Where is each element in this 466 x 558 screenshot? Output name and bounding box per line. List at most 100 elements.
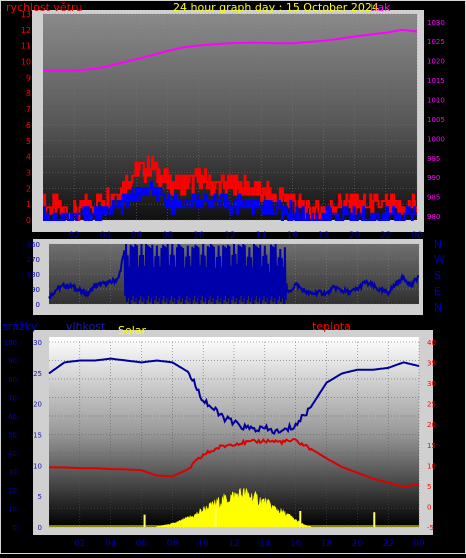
wind-y-tick-label: 0 (26, 216, 31, 225)
humidity-x-tick-label: 04 (105, 539, 117, 549)
humidity-x-tick-label: 14 (259, 539, 271, 549)
temperature-y-tick-label: 15 (427, 442, 436, 450)
temperature-axis-title: teplota (312, 320, 351, 333)
humidity-y-tick-label: 0 (38, 524, 42, 532)
humidity-x-tick-label: 12 (228, 539, 239, 549)
wind-y-tick-label: 10 (21, 58, 31, 67)
wind-x-tick-label: 18 (318, 231, 330, 241)
humidity-y-tick-label: 20 (33, 401, 42, 409)
direction-chart-marks (48, 243, 420, 305)
pressure-y-tick-label: 1010 (427, 97, 445, 105)
direction-y-tick-label: 90 (31, 286, 40, 294)
wind-x-tick-label: 12 (224, 231, 235, 241)
humidity-y-tick-label: 30 (33, 339, 42, 347)
wind-tick-labels: 0123456789101112139809859909951000100510… (21, 10, 445, 241)
wind-x-tick-label: 00 (411, 231, 423, 241)
wind-x-tick-label: 22 (380, 231, 391, 241)
humidity-series-line (48, 357, 420, 436)
direction-series-line (48, 243, 420, 305)
humidity-chart-marks (48, 357, 420, 528)
temperature-y-tick-label: 35 (427, 360, 436, 368)
chart-title: 24 hour graph day : 15 October 2024 (173, 1, 379, 14)
wind-y-tick-label: 1 (26, 200, 31, 209)
solar-series-area (156, 487, 312, 528)
wind-x-tick-label: 02 (68, 231, 79, 241)
humidity-y-tick-label: 5 (38, 493, 42, 501)
direction-y-tick-label: 360 (27, 241, 40, 249)
humidity-x-tick-label: 18 (321, 539, 333, 549)
humidity-x-tick-label: 00 (413, 539, 425, 549)
precip-y-tick-label: 40 (8, 450, 17, 458)
temperature-series-line (49, 437, 420, 488)
wind-y-tick-label: 12 (21, 26, 31, 35)
wind-chart-marks (42, 28, 418, 221)
compass-label-s: S (434, 269, 441, 282)
wind-y-tick-label: 11 (21, 42, 31, 51)
direction-y-tick-label: 270 (27, 256, 40, 264)
pressure-y-tick-label: 980 (427, 213, 440, 221)
wind-axis-title: rychlost větru (6, 1, 82, 14)
humidity-x-tick-label: 02 (74, 539, 85, 549)
pressure-y-tick-label: 1000 (427, 135, 445, 143)
temperature-y-tick-label: 10 (427, 462, 436, 470)
compass-label-e: E (434, 285, 441, 298)
wind-y-tick-label: 9 (26, 73, 31, 82)
pressure-series-line (42, 28, 418, 72)
wind-y-tick-label: 2 (26, 184, 31, 193)
wind-y-tick-label: 13 (21, 10, 31, 19)
pressure-y-tick-label: 1030 (427, 19, 445, 27)
precip-y-tick-label: 70 (8, 395, 17, 403)
wind-x-tick-label: 14 (255, 231, 267, 241)
precip-y-tick-label: 60 (8, 413, 17, 421)
compass-label-w: W (434, 253, 445, 266)
humidity-tick-labels: 0102030405060708090100051015202530-50510… (4, 339, 436, 549)
wind-x-tick-label: 06 (131, 231, 143, 241)
precip-bar (143, 514, 146, 527)
precip-y-tick-label: 0 (13, 524, 17, 532)
temperature-y-tick-label: 40 (427, 339, 436, 347)
precip-y-tick-label: 90 (8, 358, 17, 366)
compass-label-n-top: N (434, 238, 442, 251)
precip-y-tick-label: 20 (8, 487, 17, 495)
precip-bar (299, 510, 302, 527)
direction-y-tick-label: 180 (27, 271, 40, 279)
pressure-y-tick-label: 1015 (427, 77, 445, 85)
humidity-grid (49, 341, 420, 528)
humidity-x-tick-label: 06 (136, 539, 148, 549)
wind-average-series-line (43, 181, 417, 221)
wind-x-tick-label: 16 (287, 231, 299, 241)
wind-x-tick-label: 20 (349, 231, 361, 241)
direction-y-tick-label: 0 (36, 301, 40, 309)
precip-bar (214, 508, 217, 527)
temperature-y-tick-label: 20 (427, 421, 436, 429)
precip-y-tick-label: 50 (8, 432, 17, 440)
precip-bar (373, 512, 376, 527)
precip-axis-title: srážky (2, 320, 38, 333)
wind-y-tick-label: 6 (26, 121, 31, 130)
direction-tick-labels: 0 90 180 270 360 (27, 241, 40, 309)
precip-y-tick-label: 10 (8, 506, 17, 514)
solar-axis-title: Solar (118, 324, 147, 337)
wind-y-tick-label: 7 (26, 105, 31, 114)
pressure-y-tick-label: 995 (427, 155, 440, 163)
pressure-y-tick-label: 1020 (427, 58, 445, 66)
precip-y-tick-label: 80 (8, 376, 17, 384)
wind-x-tick-label: 04 (100, 231, 112, 241)
precip-y-tick-label: 100 (4, 339, 17, 347)
humidity-y-tick-label: 10 (33, 462, 42, 470)
wind-y-tick-label: 4 (26, 153, 31, 162)
humidity-x-tick-label: 08 (167, 539, 179, 549)
humidity-x-tick-label: 10 (197, 539, 209, 549)
compass-label-n-bottom: N (434, 301, 442, 314)
pressure-y-tick-label: 1025 (427, 38, 445, 46)
wind-y-tick-label: 3 (26, 168, 31, 177)
humidity-y-tick-label: 25 (33, 370, 42, 378)
pressure-y-tick-label: 990 (427, 174, 440, 182)
temperature-y-tick-label: 0 (427, 503, 431, 511)
wind-y-tick-label: 5 (26, 137, 31, 146)
wind-x-tick-label: 10 (193, 231, 205, 241)
temperature-y-tick-label: -5 (427, 524, 434, 532)
pressure-y-tick-label: 985 (427, 194, 440, 202)
